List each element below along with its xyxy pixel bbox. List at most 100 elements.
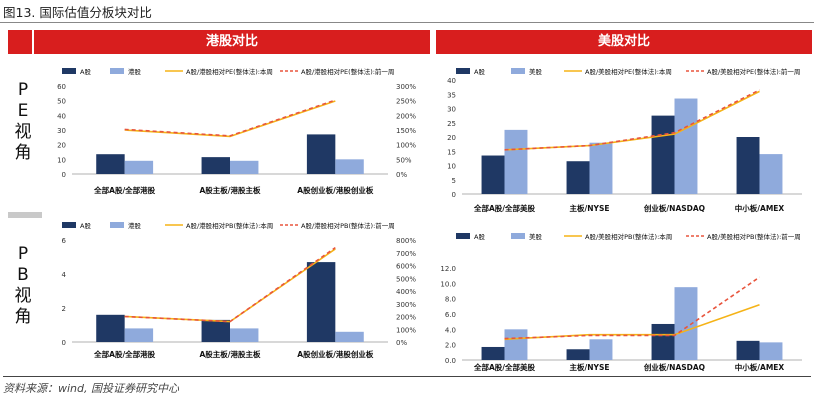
category-label: A股创业板/港股创业板 [297, 185, 374, 195]
y-tick-label: 12.0 [440, 265, 456, 273]
legend-swatch [110, 222, 124, 228]
y2-tick-label: 500% [396, 275, 416, 283]
y2-tick-label: 200% [396, 314, 416, 322]
y2-tick-label: 50% [396, 156, 412, 164]
y-tick-label: 20 [57, 142, 66, 150]
pe-side-char: 角 [14, 143, 32, 163]
y2-tick-label: 100% [396, 326, 416, 334]
us-pb-chart: 0.0 2.0 4.0 6.0 8.0 10.0 12.0 全部A股/全部美股 主板/NYSE 创… [440, 232, 802, 372]
y-tick-label: 8.0 [445, 296, 456, 304]
bar-港股 [124, 328, 154, 342]
line-A股/美股相对PB(整体法):本周 [504, 304, 760, 341]
legend-label: A股 [80, 222, 91, 230]
y2-tick-label: 100% [396, 142, 416, 150]
bar-A股 [96, 154, 125, 174]
bar-港股 [230, 328, 259, 342]
bar-A股 [306, 134, 336, 174]
y-tick-label: 60 [57, 83, 66, 91]
legend-label: A股/港股相对PB(整体法):前一周 [301, 221, 395, 230]
legend-label: 美股 [529, 67, 543, 76]
category-label: 创业板/NASDAQ [643, 203, 705, 213]
pb-side-char: P [17, 244, 29, 264]
pe-side-label: P E 视 角 [8, 80, 38, 164]
category-label: 全部A股/全部港股 [93, 185, 156, 195]
y2-tick-label: 200% [396, 112, 416, 120]
legend-swatch [456, 233, 470, 239]
y-tick-label: 4 [62, 271, 67, 279]
hk-header: 港股对比 [34, 30, 430, 54]
pe-side-char: 视 [14, 122, 32, 142]
y2-tick-label: 150% [396, 127, 416, 135]
pe-side-char: E [17, 101, 29, 121]
bar-美股 [504, 329, 528, 360]
legend-swatch [62, 68, 76, 74]
bar-美股 [589, 339, 613, 360]
y-tick-label: 25 [447, 120, 456, 128]
y-tick-label: 35 [447, 91, 456, 99]
bar-港股 [335, 159, 364, 174]
y2-tick-label: 600% [396, 263, 416, 271]
pb-side-marker [8, 212, 42, 218]
bar-美股 [674, 287, 698, 360]
bar-A股 [566, 349, 590, 360]
y-tick-label: 10 [57, 156, 66, 164]
line-A股/港股相对PE(整体法):前一周 [124, 99, 336, 137]
bar-港股 [230, 160, 259, 174]
legend-label: A股/美股相对PE(整体法):前一周 [707, 67, 800, 76]
legend-label: A股/港股相对PE(整体法):本周 [186, 67, 273, 76]
y2-tick-label: 0% [396, 171, 407, 179]
y-tick-label: 10 [447, 163, 456, 171]
y-tick-label: 30 [57, 127, 66, 135]
legend-swatch [62, 222, 76, 228]
line-A股/美股相对PE(整体法):前一周 [504, 89, 760, 151]
bar-A股 [481, 346, 505, 360]
y2-tick-label: 250% [396, 98, 416, 106]
category-label: 全部A股/全部美股 [473, 203, 536, 213]
hk-pe-chart: 0 10 20 30 40 50 60 0% 50% 100% 150% 200% 250% 300% 全部… [57, 67, 416, 195]
y-tick-label: 6 [62, 237, 67, 245]
bar-A股 [736, 137, 760, 194]
y-tick-label: 0 [452, 191, 456, 199]
bar-美股 [674, 98, 698, 194]
legend-label: 港股 [128, 67, 142, 76]
bar-A股 [481, 155, 505, 194]
line-A股/港股相对PB(整体法):前一周 [124, 246, 336, 323]
pb-side-char: 视 [14, 286, 32, 306]
y-tick-label: 30 [447, 106, 456, 114]
legend-label: A股/港股相对PB(整体法):本周 [186, 221, 273, 230]
y2-tick-label: 700% [396, 250, 416, 258]
bar-A股 [96, 314, 125, 342]
bar-A股 [566, 161, 590, 194]
pb-side-char: B [17, 265, 29, 285]
bar-A股 [736, 340, 760, 360]
y-tick-label: 2.0 [445, 342, 456, 350]
legend-swatch [456, 68, 470, 74]
pe-side-char: P [17, 80, 29, 100]
y-tick-label: 20 [447, 134, 456, 142]
category-label: A股主板/港股主板 [199, 349, 261, 359]
bar-美股 [504, 129, 528, 194]
y-tick-label: 0.0 [445, 357, 456, 365]
bar-美股 [759, 154, 783, 194]
y-tick-label: 40 [447, 77, 456, 85]
line-A股/港股相对PB(整体法):本周 [124, 248, 336, 323]
category-label: A股主板/港股主板 [199, 185, 261, 195]
y-tick-label: 4.0 [445, 326, 456, 334]
bar-美股 [589, 142, 613, 194]
y-tick-label: 2 [62, 305, 66, 313]
bar-A股 [651, 115, 675, 194]
y-tick-label: 50 [57, 98, 66, 106]
legend-swatch [110, 68, 124, 74]
y2-tick-label: 800% [396, 237, 416, 245]
y-tick-label: 5 [452, 177, 456, 185]
y-tick-label: 40 [57, 112, 66, 120]
figure-title: 图13. 国际估值分板块对比 [3, 5, 152, 20]
y2-tick-label: 300% [396, 301, 416, 309]
y-tick-label: 0 [62, 339, 66, 347]
line-A股/美股相对PB(整体法):前一周 [504, 276, 760, 340]
bar-A股 [651, 323, 675, 360]
pb-side-char: 角 [14, 307, 32, 327]
source-note: 资料来源：wind, 国投证券研究中心 [3, 382, 179, 395]
legend-label: A股/港股相对PE(整体法):前一周 [301, 67, 394, 76]
legend-swatch [511, 68, 525, 74]
